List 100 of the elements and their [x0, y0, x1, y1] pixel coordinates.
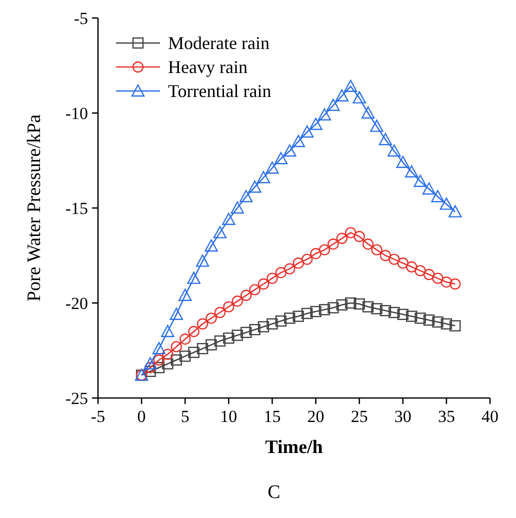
- point: [423, 268, 435, 280]
- point: [396, 156, 410, 168]
- x-tick-label: 35: [438, 407, 455, 426]
- point: [170, 341, 182, 352]
- x-axis-title: Time/h: [265, 437, 324, 458]
- point: [292, 134, 305, 148]
- y-tick-label: -5: [74, 9, 88, 28]
- point: [232, 296, 243, 307]
- point: [248, 180, 262, 193]
- point: [432, 316, 444, 328]
- point: [170, 354, 182, 366]
- point: [274, 152, 288, 164]
- point: [196, 343, 208, 354]
- y-tick-label: -25: [65, 389, 88, 408]
- point: [196, 318, 208, 330]
- x-tick-label: -5: [90, 407, 106, 426]
- point: [432, 272, 444, 284]
- point: [170, 308, 183, 320]
- point: [318, 304, 330, 316]
- point: [414, 174, 427, 187]
- point: [448, 205, 462, 218]
- point: [223, 301, 234, 312]
- point: [362, 238, 374, 250]
- point: [180, 334, 191, 345]
- x-tick-label: 25: [350, 407, 368, 426]
- point: [196, 254, 210, 267]
- x-tick-label: 20: [307, 407, 324, 426]
- x-tick-label: 30: [394, 407, 412, 426]
- point: [300, 125, 314, 138]
- point: [284, 263, 296, 274]
- point: [240, 326, 252, 338]
- x-tick-label: 5: [180, 407, 190, 426]
- y-tick-label: -20: [65, 294, 88, 313]
- point: [206, 312, 217, 324]
- point: [328, 302, 339, 314]
- point: [378, 133, 392, 146]
- legend-label: Heavy rain: [168, 57, 248, 77]
- point: [162, 358, 174, 370]
- point: [214, 306, 226, 318]
- point: [371, 244, 382, 256]
- point: [370, 120, 384, 132]
- point: [371, 303, 382, 314]
- point: [230, 201, 244, 214]
- point: [180, 350, 191, 362]
- point: [406, 310, 418, 322]
- x-tick-label: 0: [137, 407, 146, 426]
- point: [266, 162, 279, 174]
- point: [397, 258, 408, 269]
- text: C: [268, 482, 280, 503]
- point: [275, 267, 287, 278]
- point: [345, 297, 356, 309]
- point: [153, 362, 165, 374]
- point: [178, 288, 192, 301]
- point: [223, 332, 234, 344]
- point: [275, 315, 287, 327]
- point: [318, 108, 332, 120]
- point: [326, 98, 340, 111]
- point: [318, 244, 330, 256]
- point: [240, 290, 252, 301]
- point: [388, 144, 401, 157]
- point: [188, 346, 200, 358]
- point: [352, 91, 366, 104]
- point: [206, 339, 217, 350]
- x-tick-label: 40: [482, 407, 498, 426]
- point: [423, 314, 435, 326]
- y-tick-label: -15: [65, 199, 88, 218]
- point: [345, 227, 356, 238]
- point: [266, 318, 278, 330]
- point: [249, 284, 260, 296]
- point: [284, 312, 296, 324]
- point: [144, 357, 157, 370]
- point: [440, 318, 452, 330]
- point: [414, 312, 426, 324]
- point: [310, 248, 322, 260]
- point: [162, 348, 174, 360]
- point: [301, 254, 313, 265]
- point: [450, 320, 461, 332]
- point: [301, 308, 313, 320]
- point: [309, 118, 322, 130]
- point: [258, 321, 270, 332]
- legend-label: Moderate rain: [168, 33, 270, 53]
- point: [422, 182, 436, 195]
- point: [188, 326, 200, 338]
- point: [440, 276, 452, 288]
- point: [354, 298, 365, 310]
- point: [204, 239, 218, 252]
- point: [388, 306, 400, 318]
- point: [388, 254, 400, 265]
- point: [283, 144, 296, 157]
- point: [249, 324, 260, 336]
- point: [161, 324, 174, 338]
- point: [222, 212, 236, 225]
- point: [214, 335, 226, 347]
- point: [256, 171, 270, 184]
- point: [258, 278, 270, 290]
- point: [336, 299, 348, 310]
- point: [310, 306, 322, 318]
- point: [335, 89, 349, 102]
- point: [266, 272, 278, 284]
- point: [380, 305, 392, 316]
